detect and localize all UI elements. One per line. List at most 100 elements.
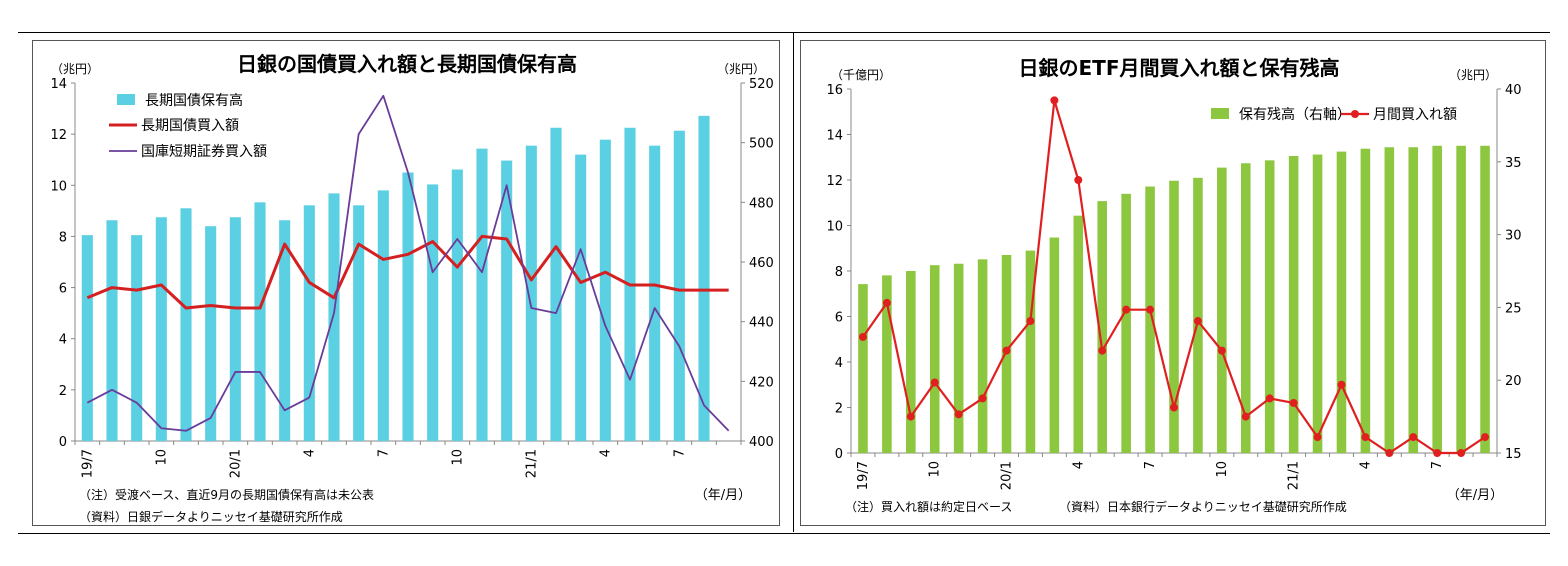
bar-21-8 (1456, 145, 1466, 453)
bar-20-8 (1169, 180, 1179, 453)
right-tick-label: 35 (1505, 156, 1522, 171)
source-note: （資料）日銀データよりニッセイ基礎研究所作成 (79, 509, 343, 524)
bar-20-5 (1097, 201, 1108, 453)
bar-20-5 (328, 193, 340, 441)
point-21-4 (1361, 433, 1370, 442)
left-tick-label: 6 (835, 311, 843, 326)
point-19-9 (906, 412, 915, 421)
bar-19-8 (106, 220, 118, 441)
left-tick-label: 6 (59, 282, 67, 297)
point-20-2 (1026, 317, 1035, 326)
bar-19-7 (858, 284, 868, 453)
bar-20-10 (451, 169, 463, 441)
bar-21-3 (575, 154, 587, 441)
chart-panel-etf: 日銀のETF月間買入れ額と保有残高 （千億円） （兆円） 0 2 4 6 8 10 12 14 16 1… (800, 40, 1546, 526)
chart-title: 日銀のETF月間買入れ額と保有残高 (1019, 56, 1340, 80)
bar-21-5 (1384, 147, 1395, 453)
bar-21-9 (1480, 145, 1490, 453)
point-19-7 (858, 332, 867, 341)
x-tick-label: 10 (1215, 461, 1230, 478)
bar-20-9 (1193, 177, 1203, 454)
point-20-8 (1170, 403, 1178, 412)
left-tick-label: 0 (835, 447, 843, 462)
left-tick-label: 14 (826, 129, 843, 144)
point-21-6 (1409, 433, 1418, 442)
right-tick-label: 30 (1505, 229, 1522, 244)
right-tick-label: 15 (1505, 447, 1522, 462)
point-19-12 (978, 394, 987, 403)
point-21-7 (1433, 449, 1442, 457)
right-axis-unit: （兆円） (1449, 68, 1497, 82)
bar-21-8 (698, 115, 710, 442)
right-tick-label: 400 (749, 435, 774, 450)
x-tick-label: 4 (598, 449, 613, 457)
point-20-12 (1265, 394, 1274, 403)
point-19-11 (954, 410, 963, 419)
left-tick-label: 2 (835, 402, 843, 417)
source-note: （注）買入れ額は約定日ベース (845, 499, 1012, 514)
legend-swatch (1211, 108, 1229, 119)
x-tick-label: 10 (154, 449, 169, 466)
left-tick-label: 2 (59, 384, 67, 399)
right-tick-label: 420 (749, 375, 774, 390)
bar-20-4 (303, 205, 315, 441)
bar-19-9 (906, 271, 916, 453)
left-tick-label: 8 (835, 265, 843, 280)
bar-20-7 (377, 190, 389, 441)
right-tick-label: 520 (749, 77, 774, 92)
right-tick-label: 480 (749, 196, 774, 211)
x-tick-label: 10 (928, 461, 943, 478)
legend-swatch (117, 94, 135, 105)
legend-label: 月間買入れ額 (1373, 107, 1457, 123)
bar-20-9 (427, 184, 439, 441)
figure-frame (18, 32, 1550, 534)
left-tick-label: 8 (59, 230, 67, 245)
right-tick-label: 25 (1505, 301, 1522, 316)
point-21-3 (1337, 380, 1346, 389)
series-line-1 (86, 234, 729, 310)
bar-19-11 (180, 208, 192, 441)
x-axis-unit: （年/月） (695, 488, 751, 503)
point-20-3 (1050, 96, 1059, 105)
bar-21-3 (1336, 151, 1347, 453)
bar-20-2 (1025, 250, 1036, 453)
bar-20-3 (279, 220, 291, 441)
bar-20-6 (1121, 193, 1131, 453)
bar-19-10 (929, 265, 940, 453)
left-tick-label: 12 (826, 174, 843, 189)
point-21-8 (1457, 449, 1466, 457)
right-tick-label: 460 (749, 256, 774, 271)
x-tick-label: 20/1 (1000, 461, 1015, 490)
bar-21-6 (1408, 147, 1419, 453)
x-tick-label: 21/1 (524, 449, 539, 478)
series-line-2 (86, 94, 730, 432)
bar-19-7 (81, 235, 93, 441)
x-tick-label: 7 (672, 449, 687, 457)
bar-19-9 (131, 235, 143, 441)
bar-20-4 (1073, 215, 1084, 453)
x-tick-label: 21/1 (1287, 461, 1302, 490)
bar-20-6 (353, 205, 365, 441)
left-tick-label: 10 (50, 179, 67, 194)
legend-label: 長期国債買入額 (141, 118, 239, 134)
left-axis-unit: （兆円） (51, 62, 99, 76)
bar-20-2 (254, 202, 266, 441)
x-tick-label: 7 (1143, 461, 1158, 469)
x-tick-label: 10 (450, 449, 465, 466)
bar-19-12 (205, 226, 217, 441)
right-tick-label: 20 (1505, 374, 1522, 389)
point-20-1 (1002, 346, 1011, 355)
left-tick-label: 4 (835, 356, 843, 371)
bar-20-3 (1049, 237, 1060, 453)
x-tick-label: 20/1 (228, 449, 243, 478)
right-tick-label: 440 (749, 316, 774, 331)
bar-19-8 (882, 275, 892, 453)
bar-21-6 (649, 145, 661, 441)
point-20-6 (1122, 305, 1131, 314)
right-tick-label: 500 (749, 137, 774, 152)
jgb-chart: 日銀の国債買入れ額と長期国債保有高 （兆円） （兆円） 0 2 4 6 8 10 12 14 400 4… (50, 52, 774, 524)
bar-21-7 (1432, 145, 1442, 453)
bar-20-7 (1145, 186, 1155, 453)
bar-21-7 (673, 130, 685, 441)
source-note: （注）受渡ベース、直近9月の長期国債保有高は未公表 (79, 487, 374, 502)
